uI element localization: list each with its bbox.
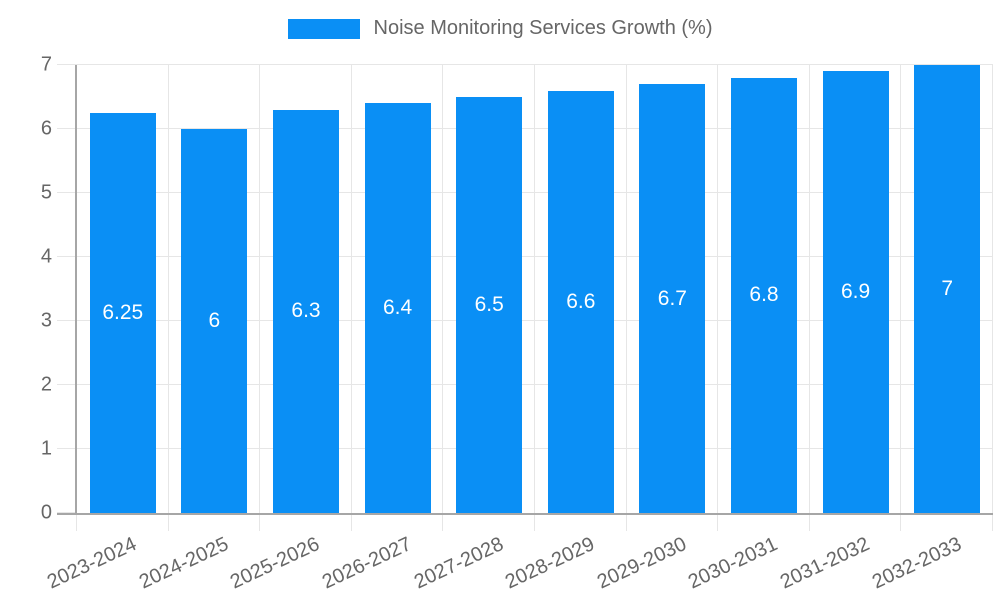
y-axis-tick-label: 1 xyxy=(40,437,52,460)
x-axis-tick-label: 2025-2026 xyxy=(227,533,324,594)
bar[interactable] xyxy=(639,84,705,513)
bar-value-label: 6.6 xyxy=(566,289,596,313)
bar-value-label: 6.7 xyxy=(657,286,687,310)
y-axis-tick-label: 5 xyxy=(40,181,52,204)
tick-mark xyxy=(350,513,352,531)
gridline xyxy=(259,65,261,513)
tick-mark xyxy=(808,513,810,531)
gridline xyxy=(77,384,993,385)
bar[interactable] xyxy=(181,129,247,513)
tick-mark xyxy=(57,384,77,385)
bar-value-label: 6.5 xyxy=(474,293,504,316)
tick-mark xyxy=(57,192,77,193)
bar[interactable] xyxy=(731,77,797,513)
bar[interactable] xyxy=(273,109,339,513)
tick-mark xyxy=(534,513,535,531)
gridline xyxy=(77,64,993,65)
tick-mark xyxy=(76,513,77,531)
tick-mark xyxy=(992,513,993,531)
bar-value-label: 7 xyxy=(941,277,954,300)
tick-mark xyxy=(57,320,77,321)
gridline xyxy=(442,65,444,513)
tick-mark xyxy=(442,513,444,531)
gridline xyxy=(992,65,993,513)
bar-value-label: 6.8 xyxy=(749,283,779,307)
gridline xyxy=(717,65,719,513)
y-axis-tick-label: 4 xyxy=(40,245,52,268)
gridline xyxy=(808,65,810,513)
bar[interactable] xyxy=(914,65,980,513)
legend-label: Noise Monitoring Services Growth (%) xyxy=(373,17,713,39)
x-axis-tick-label: 2023-2024 xyxy=(44,533,141,594)
bar[interactable] xyxy=(823,71,889,513)
tick-mark xyxy=(57,448,77,449)
chart-legend: Noise Monitoring Services Growth (%) xyxy=(0,17,1000,40)
tick-mark xyxy=(167,513,169,531)
gridline xyxy=(77,448,993,449)
legend-item[interactable]: Noise Monitoring Services Growth (%) xyxy=(287,17,713,40)
bar-value-label: 6.4 xyxy=(382,296,413,320)
bar[interactable] xyxy=(90,113,156,513)
bar-value-label: 6.25 xyxy=(102,301,144,324)
x-axis-tick-label: 2029-2030 xyxy=(593,533,690,594)
bar[interactable] xyxy=(456,97,522,513)
x-axis-tick-label: 2030-2031 xyxy=(685,533,782,594)
legend-color-swatch xyxy=(287,18,360,39)
tick-mark xyxy=(57,256,77,257)
x-axis-tick-label: 2028-2029 xyxy=(502,533,599,594)
tick-mark xyxy=(900,513,902,531)
gridline xyxy=(900,65,902,513)
tick-mark xyxy=(57,512,77,513)
gridline xyxy=(77,256,993,257)
bar[interactable] xyxy=(365,103,431,513)
tick-mark xyxy=(259,513,261,531)
x-axis-line xyxy=(57,513,993,515)
gridline xyxy=(167,65,169,513)
y-axis-tick-label: 7 xyxy=(40,53,52,76)
gridline xyxy=(625,65,627,513)
x-axis-tick-label: 2027-2028 xyxy=(410,533,507,594)
y-axis-line xyxy=(75,65,77,515)
x-axis-tick-label: 2032-2033 xyxy=(868,533,965,594)
gridline xyxy=(77,128,993,129)
gridline xyxy=(77,192,993,193)
tick-mark xyxy=(717,513,719,531)
tick-mark xyxy=(625,513,627,531)
tick-mark xyxy=(57,64,77,65)
y-axis-tick-label: 3 xyxy=(40,309,52,332)
bar[interactable] xyxy=(548,90,614,513)
y-axis-tick-label: 0 xyxy=(40,501,52,524)
x-axis-tick-label: 2026-2027 xyxy=(318,533,415,594)
gridline xyxy=(534,65,535,513)
y-axis-tick-label: 2 xyxy=(40,373,52,396)
gridline xyxy=(77,320,993,321)
bar-value-label: 6.9 xyxy=(840,280,871,304)
x-axis-tick-label: 2031-2032 xyxy=(776,533,873,594)
bar-value-label: 6 xyxy=(208,309,221,332)
x-axis-tick-label: 2024-2025 xyxy=(135,533,232,594)
gridline xyxy=(350,65,352,513)
y-axis-tick-label: 6 xyxy=(40,117,52,140)
tick-mark xyxy=(57,128,77,129)
bar-value-label: 6.3 xyxy=(291,299,321,323)
